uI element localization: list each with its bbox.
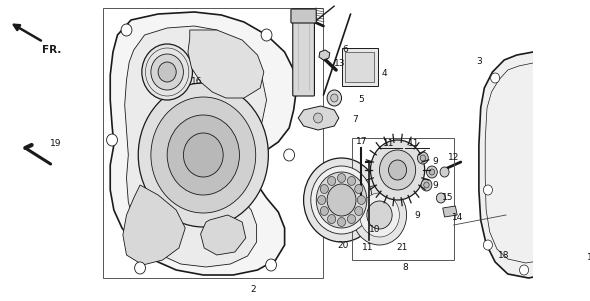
Circle shape xyxy=(121,24,132,36)
Polygon shape xyxy=(201,215,246,255)
Text: 2: 2 xyxy=(250,286,256,294)
Circle shape xyxy=(183,133,223,177)
Circle shape xyxy=(520,265,529,275)
Text: 17: 17 xyxy=(356,138,367,147)
FancyBboxPatch shape xyxy=(291,9,316,23)
Text: 21: 21 xyxy=(396,244,408,253)
Bar xyxy=(103,8,323,278)
Circle shape xyxy=(367,201,392,229)
Text: 19: 19 xyxy=(50,139,62,148)
Text: 3: 3 xyxy=(476,57,482,67)
Circle shape xyxy=(371,140,425,200)
Text: 7: 7 xyxy=(352,116,358,125)
Circle shape xyxy=(327,176,336,185)
Text: 11: 11 xyxy=(383,138,394,147)
Circle shape xyxy=(317,196,326,204)
Text: 5: 5 xyxy=(359,95,364,104)
Circle shape xyxy=(491,73,500,83)
Text: 9: 9 xyxy=(415,210,420,219)
Circle shape xyxy=(556,53,565,63)
Text: 9: 9 xyxy=(432,157,438,166)
Text: FR.: FR. xyxy=(41,45,61,55)
Bar xyxy=(352,138,454,260)
Circle shape xyxy=(483,240,493,250)
Circle shape xyxy=(320,185,329,194)
Circle shape xyxy=(304,158,379,242)
Polygon shape xyxy=(298,106,339,130)
Circle shape xyxy=(284,149,294,161)
Circle shape xyxy=(429,169,435,175)
Circle shape xyxy=(327,90,342,106)
Bar xyxy=(345,52,374,82)
Circle shape xyxy=(313,113,323,123)
Text: 18: 18 xyxy=(499,250,510,259)
Circle shape xyxy=(348,215,356,224)
Text: 18: 18 xyxy=(587,253,590,262)
Circle shape xyxy=(327,184,356,216)
Circle shape xyxy=(588,105,590,115)
Text: 9: 9 xyxy=(432,181,438,190)
Circle shape xyxy=(331,94,338,102)
Circle shape xyxy=(379,150,415,190)
Circle shape xyxy=(337,173,346,182)
Text: 11: 11 xyxy=(362,244,373,253)
Circle shape xyxy=(483,185,493,195)
Bar xyxy=(342,48,378,86)
Polygon shape xyxy=(479,52,590,278)
Circle shape xyxy=(355,206,363,216)
Polygon shape xyxy=(123,185,185,265)
Circle shape xyxy=(352,185,407,245)
Circle shape xyxy=(440,167,449,177)
Text: 12: 12 xyxy=(448,154,459,163)
Circle shape xyxy=(311,166,372,234)
Circle shape xyxy=(316,172,367,228)
Circle shape xyxy=(418,152,428,164)
Text: 15: 15 xyxy=(442,194,454,203)
Circle shape xyxy=(420,155,425,161)
Circle shape xyxy=(327,215,336,224)
Text: 4: 4 xyxy=(381,70,387,79)
Circle shape xyxy=(151,54,183,90)
Text: 20: 20 xyxy=(337,240,349,250)
Circle shape xyxy=(261,29,272,41)
Text: 14: 14 xyxy=(451,213,463,222)
Circle shape xyxy=(424,182,429,188)
Circle shape xyxy=(588,195,590,205)
Circle shape xyxy=(142,44,192,100)
Circle shape xyxy=(565,260,573,270)
Polygon shape xyxy=(124,26,267,267)
Circle shape xyxy=(135,262,146,274)
Circle shape xyxy=(427,166,437,178)
Circle shape xyxy=(107,134,117,146)
Circle shape xyxy=(266,259,277,271)
Circle shape xyxy=(421,179,432,191)
Text: 13: 13 xyxy=(334,60,346,69)
Text: 6: 6 xyxy=(342,45,348,54)
Circle shape xyxy=(167,115,240,195)
Text: 11: 11 xyxy=(408,138,419,147)
Polygon shape xyxy=(442,206,457,217)
Circle shape xyxy=(358,196,365,204)
Circle shape xyxy=(437,193,445,203)
Circle shape xyxy=(151,97,255,213)
Circle shape xyxy=(360,193,399,237)
Circle shape xyxy=(355,185,363,194)
Polygon shape xyxy=(188,30,264,98)
Polygon shape xyxy=(110,12,296,275)
Circle shape xyxy=(348,176,356,185)
Text: 8: 8 xyxy=(402,263,408,272)
Circle shape xyxy=(320,206,329,216)
Circle shape xyxy=(389,160,407,180)
Circle shape xyxy=(158,62,176,82)
Polygon shape xyxy=(319,50,330,60)
Circle shape xyxy=(138,83,268,227)
FancyBboxPatch shape xyxy=(293,9,314,96)
Text: 10: 10 xyxy=(369,225,381,234)
Text: 16: 16 xyxy=(191,77,203,86)
Circle shape xyxy=(337,218,346,226)
